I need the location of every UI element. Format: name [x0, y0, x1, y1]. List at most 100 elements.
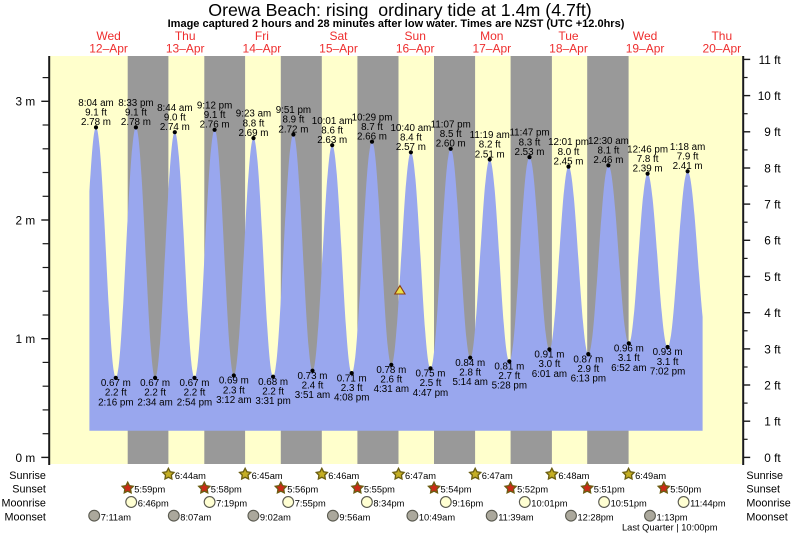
- svg-text:2.53 m: 2.53 m: [515, 147, 545, 158]
- svg-text:6:46pm: 6:46pm: [138, 499, 169, 509]
- svg-text:6:49am: 6:49am: [635, 471, 666, 481]
- svg-text:Last Quarter | 10:00pm: Last Quarter | 10:00pm: [622, 523, 718, 533]
- svg-text:5:54pm: 5:54pm: [441, 485, 472, 495]
- svg-text:19–Apr: 19–Apr: [626, 42, 665, 56]
- svg-text:Sunrise: Sunrise: [746, 470, 783, 482]
- svg-text:9:16pm: 9:16pm: [452, 499, 483, 509]
- svg-text:Wed: Wed: [96, 29, 120, 43]
- svg-text:6:47am: 6:47am: [482, 471, 513, 481]
- svg-text:8.1 ft: 8.1 ft: [598, 146, 620, 157]
- svg-text:0 ft: 0 ft: [764, 451, 781, 465]
- svg-text:18–Apr: 18–Apr: [549, 42, 588, 56]
- svg-text:2 ft: 2 ft: [764, 378, 781, 392]
- svg-text:5:51pm: 5:51pm: [594, 485, 625, 495]
- svg-text:0.93 m: 0.93 m: [653, 347, 683, 358]
- svg-text:9:02am: 9:02am: [260, 512, 291, 522]
- svg-text:Sat: Sat: [329, 29, 348, 43]
- svg-text:5:55pm: 5:55pm: [364, 485, 395, 495]
- svg-text:Moonset: Moonset: [4, 511, 45, 523]
- svg-text:11:07 pm: 11:07 pm: [431, 119, 471, 130]
- svg-text:8:04 am: 8:04 am: [78, 98, 113, 109]
- svg-text:9 ft: 9 ft: [764, 125, 781, 139]
- svg-text:0.67 m: 0.67 m: [101, 378, 131, 389]
- svg-text:7:11am: 7:11am: [101, 512, 132, 522]
- svg-text:6:48am: 6:48am: [558, 471, 589, 481]
- svg-text:2.7 ft: 2.7 ft: [498, 371, 520, 382]
- svg-text:7.8 ft: 7.8 ft: [637, 154, 659, 165]
- svg-text:10:29 pm: 10:29 pm: [352, 112, 393, 123]
- svg-text:4:08 pm: 4:08 pm: [334, 393, 369, 404]
- svg-text:3.1 ft: 3.1 ft: [657, 357, 679, 368]
- svg-text:5:58pm: 5:58pm: [211, 485, 242, 495]
- svg-text:2.2 ft: 2.2 ft: [262, 387, 284, 398]
- svg-text:3:12 am: 3:12 am: [216, 395, 251, 406]
- svg-text:5:14 am: 5:14 am: [452, 377, 487, 388]
- svg-text:8:07am: 8:07am: [180, 512, 211, 522]
- svg-text:5:59pm: 5:59pm: [134, 485, 165, 495]
- svg-text:10:01pm: 10:01pm: [531, 499, 567, 509]
- svg-text:12:01 pm: 12:01 pm: [548, 137, 589, 148]
- svg-text:6:44am: 6:44am: [175, 471, 206, 481]
- svg-text:0 m: 0 m: [16, 451, 36, 465]
- svg-text:9.1 ft: 9.1 ft: [85, 108, 107, 119]
- svg-text:6:45am: 6:45am: [252, 471, 283, 481]
- svg-text:Moonrise: Moonrise: [746, 498, 790, 510]
- svg-text:0.84 m: 0.84 m: [455, 358, 485, 369]
- svg-text:1:13pm: 1:13pm: [657, 512, 688, 522]
- svg-text:2 m: 2 m: [16, 213, 36, 227]
- svg-text:2.8 ft: 2.8 ft: [459, 368, 481, 379]
- svg-text:1 ft: 1 ft: [764, 415, 781, 429]
- svg-text:8:34pm: 8:34pm: [373, 499, 404, 509]
- svg-text:12:30 am: 12:30 am: [588, 136, 629, 147]
- svg-text:2.5 ft: 2.5 ft: [420, 378, 442, 389]
- svg-text:0.67 m: 0.67 m: [140, 378, 170, 389]
- svg-text:Image captured 2 hours and 28: Image captured 2 hours and 28 minutes af…: [168, 18, 625, 30]
- svg-text:2.76 m: 2.76 m: [200, 120, 230, 131]
- svg-text:2.6 ft: 2.6 ft: [380, 375, 402, 386]
- svg-text:8:44 am: 8:44 am: [157, 103, 192, 114]
- svg-text:2.45 m: 2.45 m: [554, 156, 584, 167]
- svg-text:10:40 am: 10:40 am: [390, 123, 431, 134]
- svg-text:4:31 am: 4:31 am: [374, 384, 409, 395]
- svg-text:2:54 pm: 2:54 pm: [177, 397, 212, 408]
- svg-text:11:47 pm: 11:47 pm: [509, 128, 549, 139]
- svg-text:11:44pm: 11:44pm: [690, 499, 726, 509]
- svg-text:2.57 m: 2.57 m: [396, 142, 426, 153]
- svg-text:4 ft: 4 ft: [764, 306, 781, 320]
- svg-text:7.9 ft: 7.9 ft: [677, 152, 699, 163]
- svg-text:0.78 m: 0.78 m: [376, 365, 406, 376]
- svg-text:12:46 pm: 12:46 pm: [627, 144, 668, 155]
- svg-text:0.67 m: 0.67 m: [180, 378, 210, 389]
- svg-text:6:01 am: 6:01 am: [532, 369, 567, 380]
- svg-text:3.0 ft: 3.0 ft: [539, 359, 561, 370]
- svg-text:5:28 pm: 5:28 pm: [492, 381, 527, 392]
- svg-text:9:51 pm: 9:51 pm: [276, 105, 311, 116]
- svg-text:1 m: 1 m: [16, 332, 36, 346]
- svg-text:Mon: Mon: [480, 29, 503, 43]
- svg-text:2.3 ft: 2.3 ft: [223, 385, 245, 396]
- svg-text:3:31 pm: 3:31 pm: [255, 396, 290, 407]
- svg-text:2.66 m: 2.66 m: [357, 132, 387, 143]
- svg-text:15–Apr: 15–Apr: [319, 42, 358, 56]
- svg-text:8.5 ft: 8.5 ft: [440, 129, 462, 140]
- svg-text:9:12 pm: 9:12 pm: [197, 100, 232, 111]
- svg-text:Fri: Fri: [255, 29, 269, 43]
- svg-text:8.0 ft: 8.0 ft: [558, 147, 580, 158]
- svg-text:2.46 m: 2.46 m: [593, 155, 623, 166]
- svg-text:3:51 am: 3:51 am: [295, 390, 330, 401]
- svg-text:2.51 m: 2.51 m: [475, 149, 505, 160]
- svg-text:2.9 ft: 2.9 ft: [577, 364, 599, 375]
- svg-text:8 ft: 8 ft: [764, 161, 781, 175]
- svg-text:10:01 am: 10:01 am: [312, 116, 353, 127]
- svg-text:6 ft: 6 ft: [764, 234, 781, 248]
- svg-text:9.0 ft: 9.0 ft: [164, 112, 186, 123]
- svg-text:2.69 m: 2.69 m: [239, 128, 269, 139]
- svg-text:2.72 m: 2.72 m: [278, 124, 308, 135]
- svg-text:9.1 ft: 9.1 ft: [125, 108, 147, 119]
- svg-text:Orewa Beach: rising ordinary: Orewa Beach: rising ordinary tide at 1.4…: [208, 0, 591, 20]
- svg-text:8.4 ft: 8.4 ft: [400, 133, 422, 144]
- svg-text:1:18 am: 1:18 am: [670, 142, 705, 153]
- svg-text:2:16 pm: 2:16 pm: [98, 397, 133, 408]
- svg-text:2.78 m: 2.78 m: [121, 117, 151, 128]
- svg-text:6:47am: 6:47am: [405, 471, 436, 481]
